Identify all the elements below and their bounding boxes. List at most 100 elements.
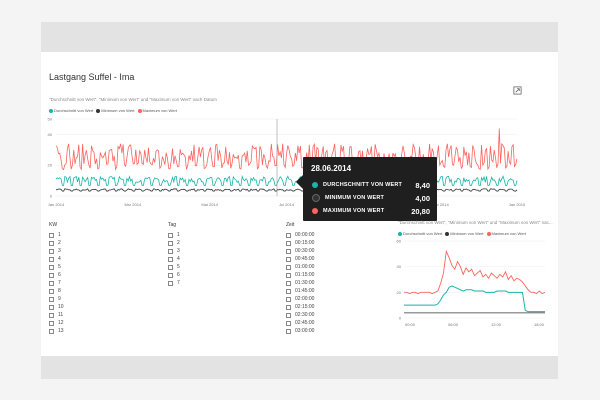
slicer-item[interactable]: 00:15:00 bbox=[286, 239, 314, 247]
checkbox[interactable] bbox=[286, 248, 291, 254]
slicer-item-label: 1 bbox=[177, 232, 180, 238]
checkbox[interactable] bbox=[49, 296, 54, 302]
slicer-item[interactable]: 13 bbox=[49, 327, 64, 335]
slicer-item-label: 00:45:00 bbox=[295, 256, 315, 262]
slicer-item[interactable]: 02:45:00 bbox=[286, 319, 314, 327]
checkbox[interactable] bbox=[168, 256, 173, 262]
legend-item-max[interactable]: Maximum von Wert bbox=[486, 231, 526, 236]
checkbox[interactable] bbox=[49, 272, 54, 278]
slicer-item-label: 6 bbox=[177, 272, 180, 278]
slicer-item[interactable]: 6 bbox=[168, 271, 180, 279]
checkbox[interactable] bbox=[49, 280, 54, 286]
slicer-item[interactable]: 01:00:00 bbox=[286, 263, 314, 271]
checkbox[interactable] bbox=[49, 264, 54, 270]
checkbox[interactable] bbox=[168, 272, 173, 278]
tooltip-value: 4,00 bbox=[415, 193, 430, 203]
legend-item-avg[interactable]: Durchschnitt von Wert bbox=[398, 231, 442, 236]
legend-dot bbox=[49, 108, 53, 113]
legend-item-avg[interactable]: Durchschnitt von Wert bbox=[49, 108, 93, 113]
top-bar bbox=[41, 22, 558, 52]
slicer-item[interactable]: 7 bbox=[49, 279, 64, 287]
checkbox[interactable] bbox=[286, 264, 291, 270]
slicer-item-label: 03:00:00 bbox=[295, 328, 315, 334]
legend-item-max[interactable]: Maximum von Wert bbox=[137, 108, 177, 113]
checkbox[interactable] bbox=[49, 288, 54, 294]
slicer-item[interactable]: 7 bbox=[168, 279, 180, 287]
slicer-item[interactable]: 4 bbox=[168, 255, 180, 263]
checkbox[interactable] bbox=[286, 312, 291, 318]
slicer-item[interactable]: 00:45:00 bbox=[286, 255, 314, 263]
slicer-item[interactable]: 02:30:00 bbox=[286, 311, 314, 319]
slicer-item-label: 00:30:00 bbox=[295, 248, 315, 254]
tooltip-value: 20,80 bbox=[411, 206, 430, 216]
legend-item-min[interactable]: Minimum von Wert bbox=[445, 231, 484, 236]
slicer-item[interactable]: 1 bbox=[49, 231, 64, 239]
x-tick-label: Jan 2014 bbox=[48, 202, 65, 207]
slicer-item[interactable]: 10 bbox=[49, 303, 64, 311]
slicer-item[interactable]: 02:15:00 bbox=[286, 303, 314, 311]
checkbox[interactable] bbox=[168, 248, 173, 254]
data-tooltip: 28.06.2014 DURCHSCHNITT VON WERT 8,40 MI… bbox=[296, 157, 437, 221]
slicer-item[interactable]: 03:00:00 bbox=[286, 327, 314, 335]
checkbox[interactable] bbox=[49, 256, 54, 262]
tooltip-label: DURCHSCHNITT VON WERT bbox=[323, 182, 403, 188]
checkbox[interactable] bbox=[286, 272, 291, 278]
checkbox[interactable] bbox=[49, 248, 54, 254]
slicer-item[interactable]: 3 bbox=[168, 247, 180, 255]
slicer-item[interactable]: 00:00:00 bbox=[286, 231, 314, 239]
main-chart-subtitle: "Durchschnitt von Wert", "Minimum von We… bbox=[49, 97, 217, 102]
checkbox[interactable] bbox=[168, 280, 173, 286]
slicer-item-label: 02:15:00 bbox=[295, 304, 315, 310]
legend-dot bbox=[96, 108, 101, 113]
checkbox[interactable] bbox=[286, 232, 291, 238]
slicer-item[interactable]: 4 bbox=[49, 255, 64, 263]
checkbox[interactable] bbox=[286, 328, 291, 334]
slicer-item[interactable]: 5 bbox=[49, 263, 64, 271]
focus-mode-icon[interactable] bbox=[513, 86, 522, 95]
slicer-item-label: 4 bbox=[177, 256, 180, 262]
checkbox[interactable] bbox=[286, 256, 291, 262]
slicer-item[interactable]: 2 bbox=[49, 239, 64, 247]
checkbox[interactable] bbox=[49, 312, 54, 318]
slicer-item[interactable]: 2 bbox=[168, 239, 180, 247]
slicer-item[interactable]: 00:30:00 bbox=[286, 247, 314, 255]
slicer-item[interactable]: 11 bbox=[49, 311, 64, 319]
small-chart-legend: Durchschnitt von Wert Minimum von Wert M… bbox=[398, 231, 526, 236]
checkbox[interactable] bbox=[286, 320, 291, 326]
checkbox[interactable] bbox=[49, 320, 54, 326]
slicer-item[interactable]: 01:30:00 bbox=[286, 279, 314, 287]
checkbox[interactable] bbox=[49, 232, 54, 238]
slicer-item-label: 11 bbox=[58, 312, 64, 318]
slicer-item[interactable]: 02:00:00 bbox=[286, 295, 314, 303]
checkbox[interactable] bbox=[286, 240, 291, 246]
slicer-item-label: 7 bbox=[177, 280, 180, 286]
slicer-item-label: 01:30:00 bbox=[295, 280, 315, 286]
slicer-item-label: 01:00:00 bbox=[295, 264, 315, 270]
checkbox[interactable] bbox=[168, 240, 173, 246]
checkbox[interactable] bbox=[286, 288, 291, 294]
slicer-item-label: 00:15:00 bbox=[295, 240, 315, 246]
checkbox[interactable] bbox=[49, 328, 54, 334]
checkbox[interactable] bbox=[49, 304, 54, 310]
series-minimum-line bbox=[55, 188, 518, 192]
tooltip-row-avg: DURCHSCHNITT VON WERT 8,40 bbox=[312, 180, 430, 190]
slicer-item[interactable]: 6 bbox=[49, 271, 64, 279]
slicer-item[interactable]: 5 bbox=[168, 263, 180, 271]
checkbox[interactable] bbox=[286, 280, 291, 286]
checkbox[interactable] bbox=[168, 232, 173, 238]
slicer-item[interactable]: 12 bbox=[49, 319, 64, 327]
slicer-item[interactable]: 01:45:00 bbox=[286, 287, 314, 295]
checkbox[interactable] bbox=[286, 296, 291, 302]
slicer-item[interactable]: 1 bbox=[168, 231, 180, 239]
slicer-item[interactable]: 01:15:00 bbox=[286, 271, 314, 279]
slicer-item[interactable]: 3 bbox=[49, 247, 64, 255]
checkbox[interactable] bbox=[49, 240, 54, 246]
slicer-item[interactable]: 9 bbox=[49, 295, 64, 303]
tooltip-dot bbox=[312, 194, 320, 202]
slicer-item[interactable]: 8 bbox=[49, 287, 64, 295]
tooltip-dot bbox=[312, 182, 318, 188]
legend-item-min[interactable]: Minimum von Wert bbox=[96, 108, 135, 113]
checkbox[interactable] bbox=[168, 264, 173, 270]
checkbox[interactable] bbox=[286, 304, 291, 310]
